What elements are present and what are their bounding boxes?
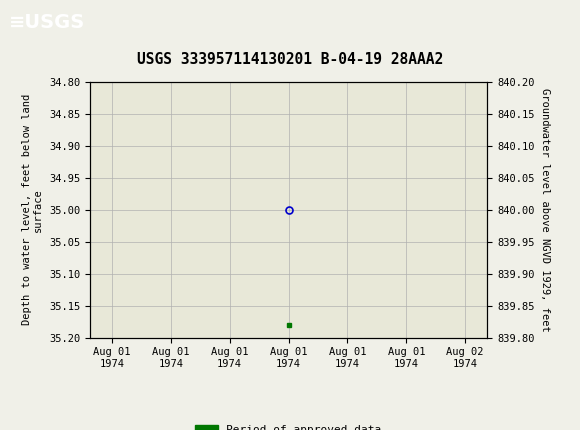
Text: ≡USGS: ≡USGS [9, 13, 85, 32]
Text: USGS 333957114130201 B-04-19 28AAA2: USGS 333957114130201 B-04-19 28AAA2 [137, 52, 443, 67]
Legend: Period of approved data: Period of approved data [191, 421, 386, 430]
Y-axis label: Groundwater level above NGVD 1929, feet: Groundwater level above NGVD 1929, feet [540, 88, 550, 332]
Y-axis label: Depth to water level, feet below land
surface: Depth to water level, feet below land su… [22, 94, 44, 325]
